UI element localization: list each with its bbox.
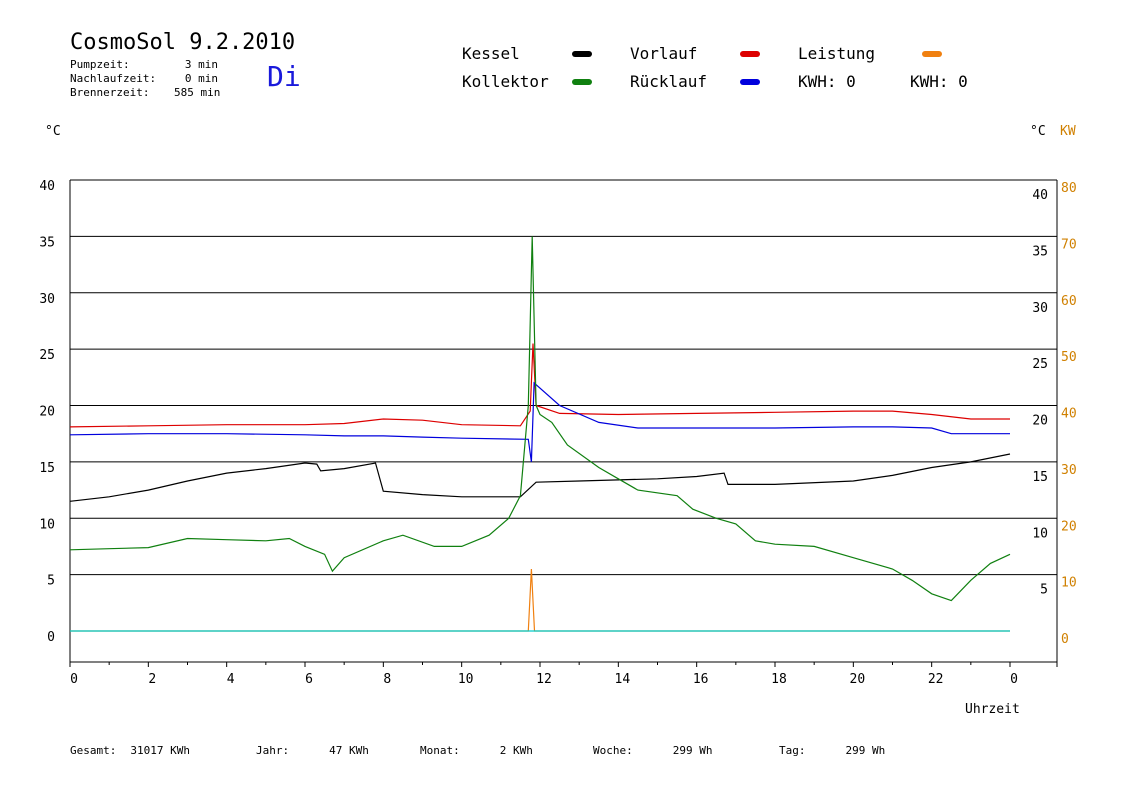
y-axis-label-right: °C <box>1030 124 1046 139</box>
legend-label: Kollektor <box>462 72 549 91</box>
stat-row: Nachlaufzeit: 0 min <box>70 72 218 85</box>
y-tick-right2: 80 <box>1061 181 1077 196</box>
x-tick-label: 10 <box>458 672 474 687</box>
footer-value: 31017 KWh <box>130 744 190 757</box>
y-tick-left: 35 <box>39 235 55 250</box>
footer-item: Jahr: 47 KWh <box>256 744 369 757</box>
series-line-vorlauf <box>69 343 1010 428</box>
x-tick-label: 0 <box>70 672 78 687</box>
y-tick-right: 25 <box>1032 357 1048 372</box>
y-tick-right: 30 <box>1032 301 1048 316</box>
footer-item: Gesamt: 31017 KWh <box>70 744 190 757</box>
y-tick-left: 5 <box>47 574 55 589</box>
x-tick-label: 16 <box>693 672 709 687</box>
y-tick-right: 40 <box>1032 188 1048 203</box>
footer-label: Monat: <box>420 744 460 757</box>
legend-swatch <box>740 51 760 57</box>
y-tick-right2: 50 <box>1061 350 1077 365</box>
y-tick-right: 15 <box>1032 470 1048 485</box>
legend-swatch <box>922 51 942 57</box>
x-tick-label: 18 <box>771 672 787 687</box>
x-tick-label: 20 <box>850 672 866 687</box>
footer-label: Tag: <box>779 744 806 757</box>
x-tick-label: 4 <box>227 672 235 687</box>
x-tick-label: 22 <box>928 672 944 687</box>
stat-label: Pumpzeit: <box>70 58 130 71</box>
y-tick-right2: 10 <box>1061 576 1077 591</box>
stat-value: 3 min <box>184 58 218 71</box>
kwh-orange: KWH: 0 <box>798 72 856 91</box>
legend-label: Vorlauf <box>630 44 698 63</box>
legend-label: Kessel <box>462 44 520 63</box>
y-tick-right2: 30 <box>1061 463 1077 478</box>
footer-item: Tag: 299 Wh <box>779 744 885 757</box>
x-tick-label: 14 <box>615 672 631 687</box>
series-line-kessel <box>69 453 1011 502</box>
legend-swatch <box>740 79 760 85</box>
y-tick-left: 25 <box>39 348 55 363</box>
y-axis-label-right2: KW <box>1060 124 1076 139</box>
y-tick-right: 35 <box>1032 244 1048 259</box>
legend-label: Leistung <box>798 44 876 63</box>
stat-row: Brennerzeit: 585 min <box>70 86 221 99</box>
footer-value: 299 Wh <box>845 744 886 757</box>
x-tick-label: 8 <box>383 672 391 687</box>
y-tick-left: 30 <box>39 292 55 307</box>
stat-value: 0 min <box>184 72 218 85</box>
y-tick-right: 20 <box>1032 414 1048 429</box>
stat-row: Pumpzeit: 3 min <box>70 58 218 71</box>
y-tick-right2: 70 <box>1061 237 1077 252</box>
footer-value: 2 KWh <box>499 744 533 757</box>
series-line-rücklauf <box>69 381 1010 462</box>
y-tick-left: 0 <box>47 630 55 645</box>
x-tick-label: 2 <box>148 672 156 687</box>
y-axis-label-left: °C <box>45 124 61 139</box>
stat-label: Nachlaufzeit: <box>70 72 157 85</box>
footer-item: Monat: 2 KWh <box>420 744 533 757</box>
stat-label: Brennerzeit: <box>70 86 150 99</box>
kwh-purple: KWH: 0 <box>910 72 968 91</box>
series-line-leistung <box>70 568 1010 632</box>
weekday-label: Di <box>267 60 301 93</box>
y-tick-left: 15 <box>39 461 55 476</box>
y-tick-left: 40 <box>39 179 55 194</box>
kwh-orange-text: KWH: 0 <box>798 72 856 91</box>
x-tick-label: 6 <box>305 672 313 687</box>
y-tick-right2: 0 <box>1061 632 1069 647</box>
y-tick-right2: 20 <box>1061 519 1077 534</box>
footer-label: Jahr: <box>256 744 290 757</box>
y-tick-left: 10 <box>39 517 55 532</box>
y-tick-right: 10 <box>1032 526 1048 541</box>
y-tick-right2: 40 <box>1061 407 1077 422</box>
footer-item: Woche: 299 Wh <box>593 744 713 757</box>
x-tick-label: 0 <box>1010 672 1018 687</box>
chart-title: CosmoSol 9.2.2010 <box>70 30 296 55</box>
y-tick-right: 5 <box>1040 583 1048 598</box>
footer-label: Gesamt: <box>70 744 117 757</box>
legend-swatch <box>572 51 592 57</box>
series-line-kollektor <box>69 236 1011 602</box>
kwh-purple-text: KWH: 0 <box>910 72 968 91</box>
x-tick-label: 12 <box>536 672 552 687</box>
footer-value: 47 KWh <box>329 744 369 757</box>
footer-label: Woche: <box>593 744 633 757</box>
legend-label: Rücklauf <box>630 72 708 91</box>
y-tick-right2: 60 <box>1061 294 1077 309</box>
y-tick-left: 20 <box>39 405 55 420</box>
footer-value: 299 Wh <box>672 744 713 757</box>
stat-value: 585 min <box>174 86 221 99</box>
legend-swatch <box>572 79 592 85</box>
x-axis-label: Uhrzeit <box>965 702 1020 717</box>
